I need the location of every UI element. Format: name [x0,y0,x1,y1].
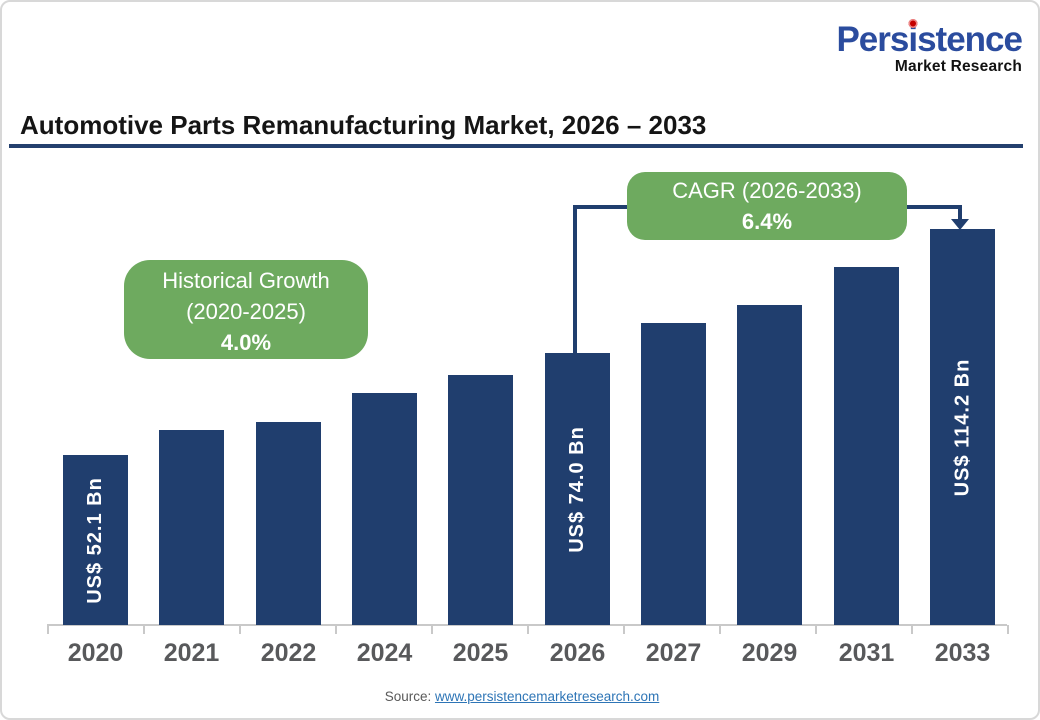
logo-text-post: stence [917,20,1023,59]
connector-vertical-line [573,205,577,353]
bar-value-label-2020: US$ 52.1 Bn [84,476,107,604]
axis-tick [815,625,817,634]
axis-tick [47,625,49,634]
x-axis-label-2020: 2020 [67,639,124,667]
bar-2027 [641,323,706,625]
connector-arrowhead-icon [951,219,969,230]
axis-tick [1007,625,1009,634]
bar-2021 [159,430,224,625]
historical-growth-period: (2020-2025) [186,299,306,324]
logo-subtitle: Market Research [894,58,1022,75]
bar-2024 [352,393,417,625]
x-axis-label-2027: 2027 [645,639,702,667]
source-line: Source: www.persistencemarketresearch.co… [2,689,1038,704]
x-axis-label-2025: 2025 [452,639,509,667]
axis-tick [143,625,145,634]
axis-tick [623,625,625,634]
x-axis-label-2029: 2029 [741,639,798,667]
bar-2033: US$ 114.2 Bn [930,229,995,625]
page-title: Automotive Parts Remanufacturing Market,… [20,110,707,140]
bar-2031 [834,267,899,625]
cagr-value: 6.4% [741,209,793,234]
bar-2022 [256,422,321,625]
bar-value-label-2033: US$ 114.2 Bn [951,358,973,496]
logo-red-dot-icon: i [908,20,918,59]
bar-2025 [448,375,513,625]
bar-value-label-wrap: US$ 74.0 Bn [545,353,610,625]
x-axis-label-2021: 2021 [163,639,220,667]
axis-tick [911,625,913,634]
cagr-callout: CAGR (2026-2033) 6.4% [627,172,907,240]
bar-2020: US$ 52.1 Bn [63,455,128,625]
connector-arrow-stem [958,205,962,221]
bar-value-label-wrap: US$ 52.1 Bn [63,455,128,625]
axis-tick [239,625,241,634]
x-axis-label-2026: 2026 [549,639,606,667]
x-axis-label-2022: 2022 [260,639,317,667]
title-underline [9,144,1023,148]
bar-2029 [737,305,802,625]
source-link[interactable]: www.persistencemarketresearch.com [434,689,660,704]
bar-2026: US$ 74.0 Bn [545,353,610,625]
axis-tick [527,625,529,634]
source-prefix: Source: [384,689,435,704]
axis-tick [431,625,433,634]
logo-text-pre: Pers [836,20,909,59]
axis-tick [335,625,337,634]
x-axis-label-2033: 2033 [934,639,991,667]
logo: Persistence Market Research [836,20,1023,76]
bar-value-label-2026: US$ 74.0 Bn [566,425,589,553]
bar-value-label-wrap: US$ 114.2 Bn [930,229,995,625]
historical-growth-label: Historical Growth [162,268,330,293]
logo-wordmark: Persistence [836,20,1023,59]
historical-growth-value: 4.0% [220,330,272,355]
historical-growth-callout: Historical Growth (2020-2025) 4.0% [124,260,368,359]
x-axis-label-2024: 2024 [356,639,413,667]
cagr-label: CAGR (2026-2033) [672,178,862,203]
axis-tick [719,625,721,634]
x-axis-label-2031: 2031 [838,639,895,667]
